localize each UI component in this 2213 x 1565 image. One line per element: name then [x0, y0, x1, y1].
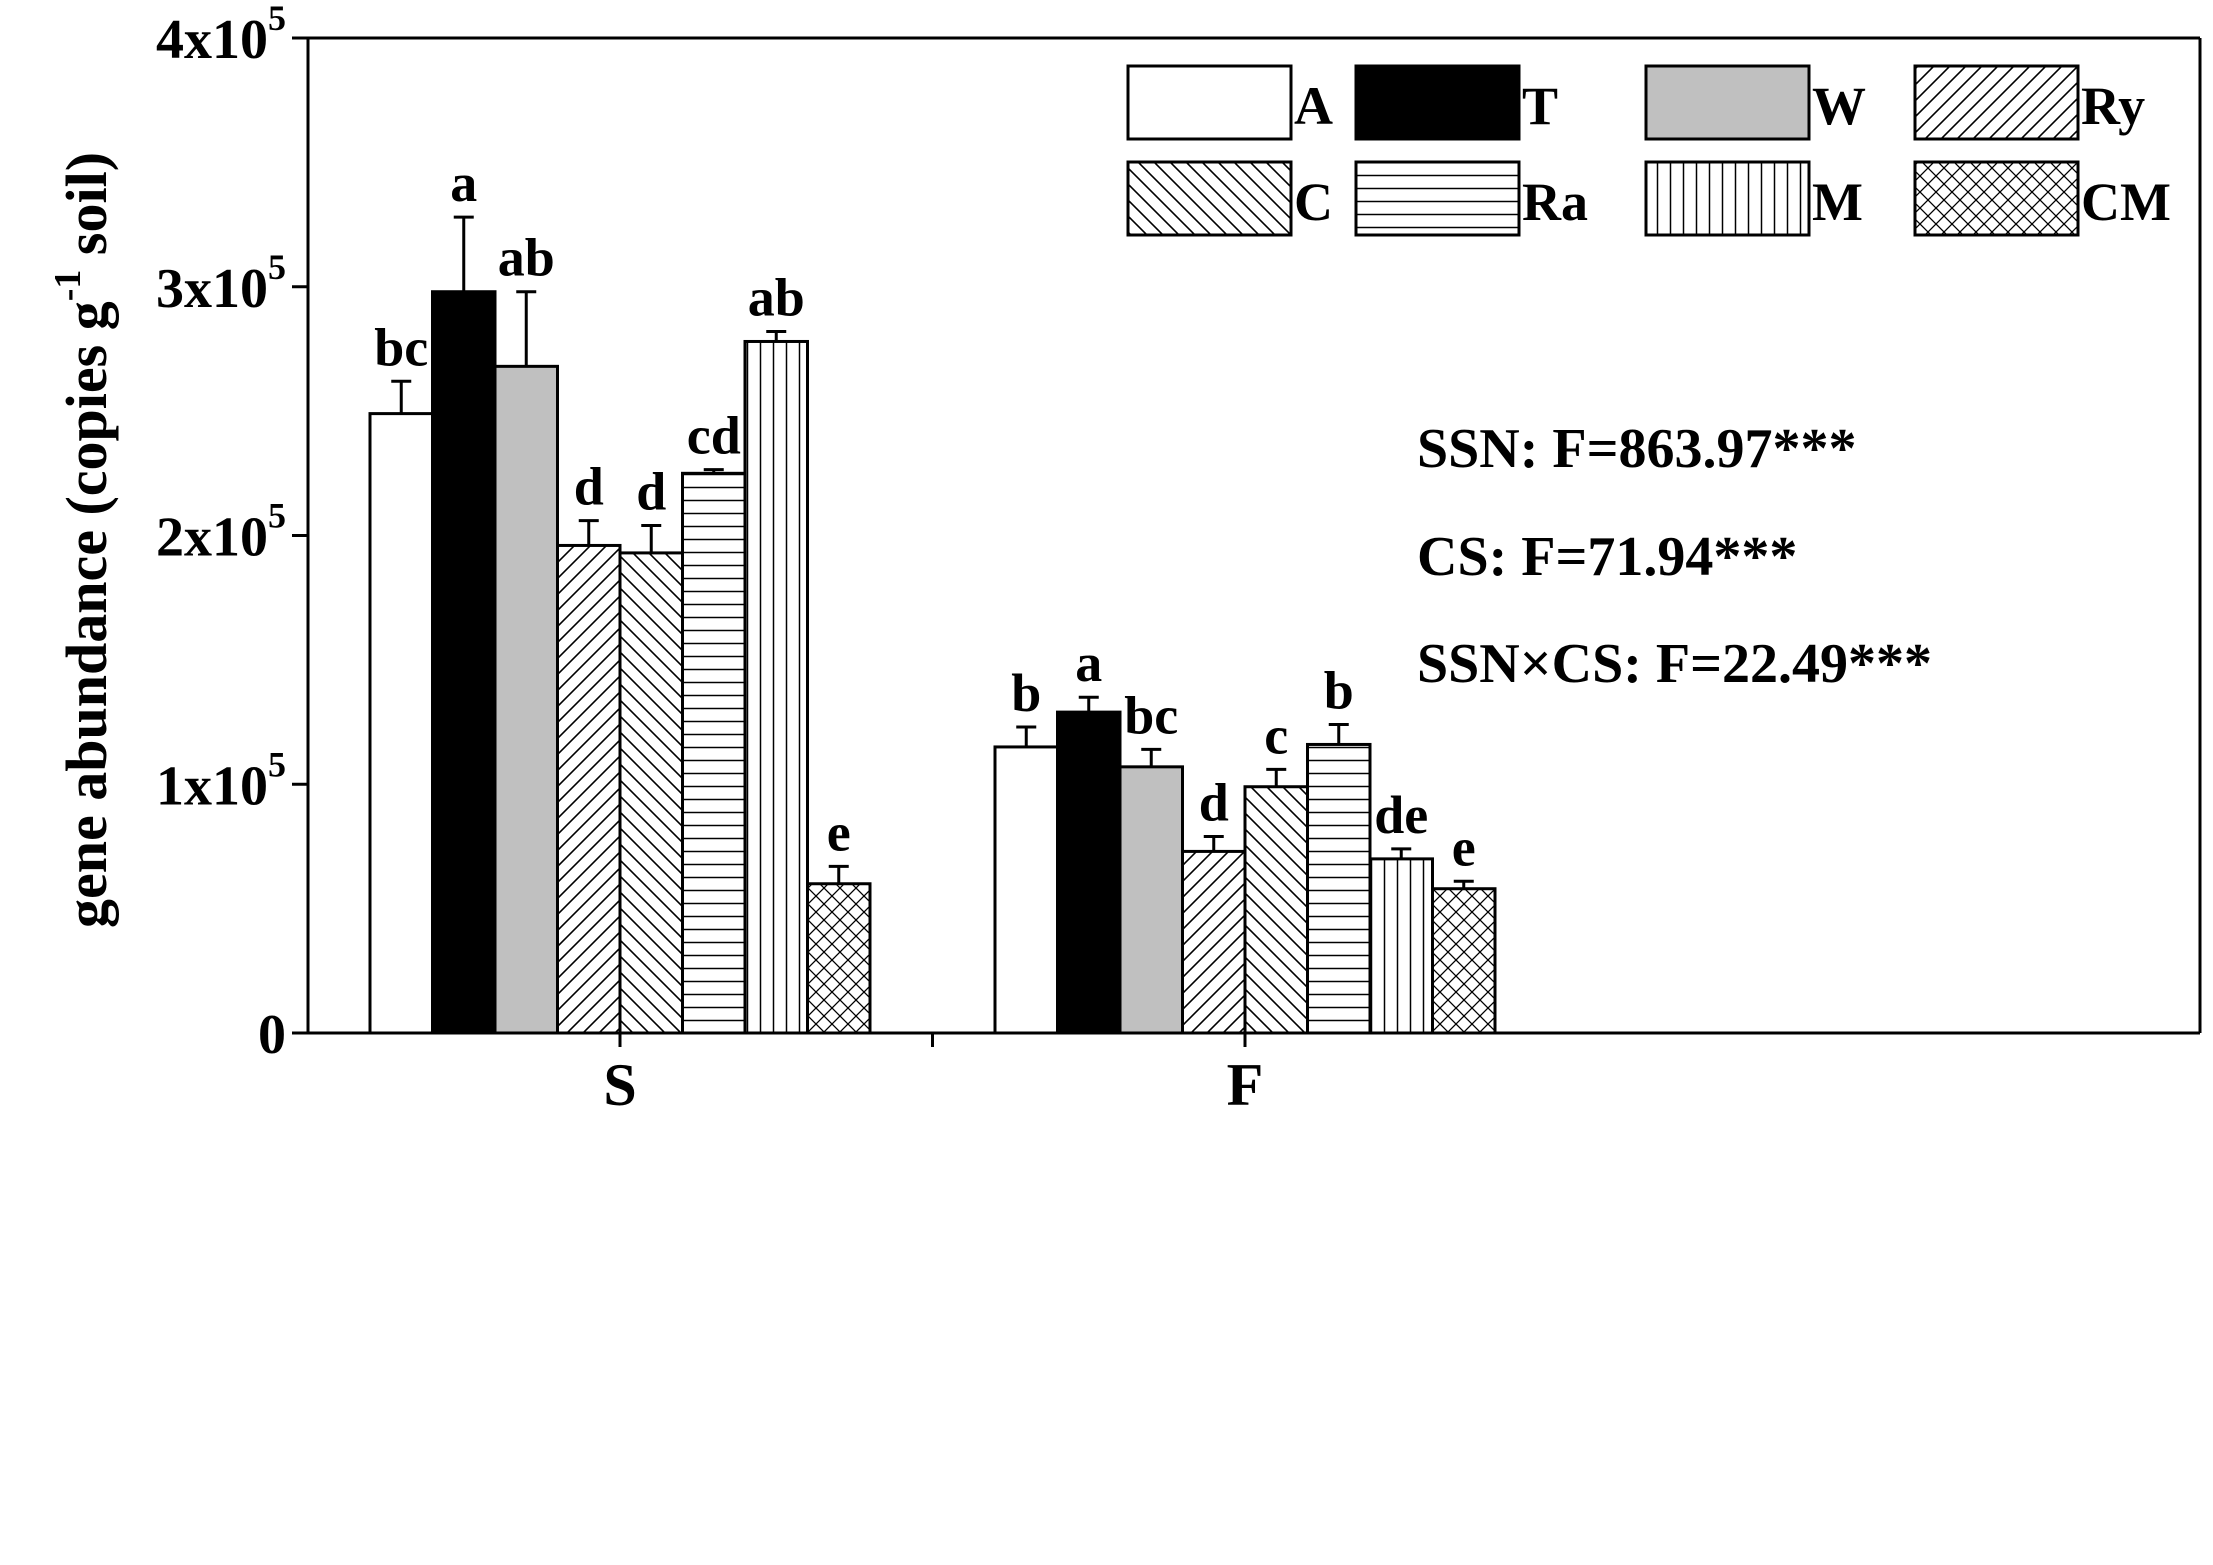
y-axis-title-end: soil): [54, 152, 119, 270]
significance-letter: d: [1199, 772, 1229, 832]
legend-swatch: [1913, 64, 2080, 141]
y-tick-mantissa: 4x10: [156, 9, 268, 71]
bar: [618, 551, 684, 1035]
bar: [556, 543, 622, 1035]
legend-label: C: [1294, 172, 1333, 232]
x-tick-label: F: [1227, 1052, 1264, 1118]
bar: [431, 290, 497, 1035]
y-tick-label: 0: [258, 1004, 286, 1066]
legend-label: M: [1812, 172, 1863, 232]
significance-letter: b: [1324, 661, 1354, 721]
bar-series: [368, 290, 1497, 1035]
legend-label: T: [1522, 76, 1558, 136]
legend-label: A: [1294, 76, 1333, 136]
error-bars: [391, 215, 1474, 889]
significance-letter: de: [1374, 785, 1428, 845]
y-tick-mantissa: 1x10: [156, 755, 268, 817]
legend-label: CM: [2081, 172, 2171, 232]
bar: [1056, 710, 1122, 1035]
bar: [1306, 742, 1372, 1035]
bar: [993, 745, 1059, 1035]
bar: [368, 412, 434, 1035]
plot-frame: [306, 36, 2202, 1035]
y-tick-label: 4x105: [156, 0, 286, 71]
legend-swatch: [1126, 64, 1293, 141]
significance-letter: c: [1264, 705, 1288, 765]
bar: [806, 882, 872, 1035]
legend-label: W: [1812, 76, 1866, 136]
bar: [681, 471, 747, 1035]
significance-letter: b: [1011, 663, 1041, 723]
y-tick-exponent: 5: [268, 0, 286, 38]
significance-letter: d: [574, 457, 604, 517]
y-tick-mantissa: 0: [258, 1004, 286, 1066]
y-tick-label: 3x105: [156, 247, 286, 320]
significance-letter: bc: [1124, 685, 1178, 745]
x-tick-label: S: [603, 1052, 636, 1118]
bar: [1118, 765, 1184, 1035]
y-tick-mantissa: 3x10: [156, 258, 268, 320]
legend-label: Ra: [1522, 172, 1588, 232]
legend-swatch: [1354, 160, 1521, 237]
bar: [1368, 857, 1434, 1035]
y-axis-title: gene abundance (copies g-1 soil): [47, 152, 119, 928]
significance-letter: bc: [374, 317, 428, 377]
legend-swatch: [1126, 160, 1293, 237]
svg-text:gene abundance (copies g-1 soi: gene abundance (copies g-1 soil): [47, 152, 119, 928]
legend-swatch: [1644, 64, 1811, 141]
bar: [1431, 887, 1497, 1035]
y-axis-title-main: gene abundance (copies g: [54, 301, 119, 928]
significance-letter: a: [1075, 633, 1102, 693]
statistics-annotation: CS: F=71.94***: [1417, 526, 1797, 588]
legend-swatch: [1913, 160, 2080, 237]
y-tick-label: 1x105: [156, 744, 286, 817]
significance-letter: e: [827, 802, 851, 862]
y-tick-exponent: 5: [268, 744, 286, 784]
significance-letter: a: [450, 153, 477, 213]
legend-swatch: [1354, 64, 1521, 141]
y-tick-mantissa: 2x10: [156, 507, 268, 569]
y-tick-label: 2x105: [156, 496, 286, 569]
bar: [743, 339, 809, 1035]
significance-letter: d: [636, 462, 666, 522]
statistics-annotation: SSN×CS: F=22.49***: [1417, 633, 1932, 695]
statistics-annotations: SSN: F=863.97*** CS: F=71.94*** SSN×CS: F=…: [1417, 418, 1932, 695]
y-axis-title-superscript: -1: [47, 270, 89, 302]
y-tick-exponent: 5: [268, 496, 286, 536]
significance-letter: cd: [687, 406, 741, 466]
legend-swatch: [1644, 160, 1811, 237]
statistics-annotation: SSN: F=863.97***: [1417, 418, 1857, 480]
bar: [1181, 849, 1247, 1035]
significance-letter: ab: [748, 268, 805, 328]
bar: [1243, 785, 1309, 1035]
legend: A T W Ry C Ra M CM: [1126, 64, 2171, 237]
significance-letter: e: [1452, 817, 1476, 877]
legend-label: Ry: [2081, 76, 2145, 136]
significance-letter: ab: [498, 228, 555, 288]
bar: [493, 364, 559, 1035]
y-tick-exponent: 5: [268, 247, 286, 287]
